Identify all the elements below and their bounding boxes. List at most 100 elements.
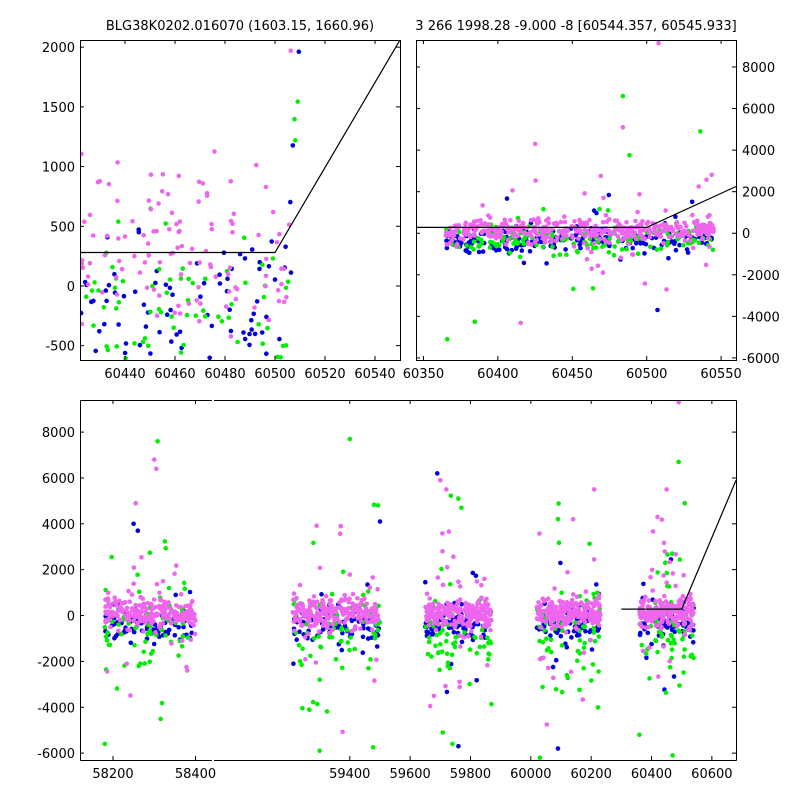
full-point <box>325 606 331 612</box>
zoom-point <box>101 305 107 310</box>
full-point <box>300 705 305 711</box>
full-point <box>129 592 135 597</box>
season-point <box>546 221 552 226</box>
full-point <box>423 604 428 610</box>
full-point <box>661 644 666 649</box>
full-point <box>583 629 588 634</box>
full-point <box>329 611 335 616</box>
season-point <box>622 236 627 241</box>
full-point <box>369 635 374 640</box>
full-point <box>476 601 482 606</box>
full-point <box>312 623 317 628</box>
zoom-point <box>163 282 169 288</box>
full-point <box>367 614 373 619</box>
full-point <box>548 633 553 638</box>
season-point <box>468 234 473 240</box>
full-point <box>465 620 471 626</box>
zoom-point <box>167 227 172 232</box>
zoom-point <box>225 271 231 277</box>
full-point <box>424 591 430 597</box>
season-point <box>682 220 687 226</box>
season-ytick-label: -6000 <box>742 352 780 367</box>
zoom-point <box>145 241 151 246</box>
full-point <box>486 651 492 656</box>
full-point <box>689 612 695 618</box>
full-point <box>318 644 323 649</box>
full-xtick-label: 60400 <box>631 767 672 782</box>
full-point <box>563 621 568 627</box>
full-point <box>311 602 316 608</box>
season-point <box>488 226 494 232</box>
season-point <box>515 233 520 239</box>
season-point <box>635 209 640 215</box>
zoom-point <box>265 325 270 331</box>
full-point <box>353 624 358 629</box>
zoom-point <box>225 276 230 282</box>
zoom-point <box>148 351 153 356</box>
season-point <box>507 250 513 255</box>
full-point <box>104 638 110 643</box>
full-point <box>461 634 467 640</box>
full-point <box>152 457 157 462</box>
zoom-xtick-label: 60520 <box>304 367 345 382</box>
full-point <box>455 599 461 604</box>
full-point <box>350 601 355 606</box>
panel-full-frame <box>80 400 737 761</box>
full-point <box>445 660 451 665</box>
full-point <box>447 581 453 587</box>
full-point <box>325 614 330 619</box>
full-point <box>360 634 366 640</box>
full-point <box>102 741 108 747</box>
season-point <box>581 240 587 246</box>
zoom-point <box>217 281 223 286</box>
full-ytick-label: 0 <box>67 610 75 625</box>
full-point <box>682 500 687 506</box>
full-point <box>339 597 344 602</box>
full-point <box>471 622 477 627</box>
full-point <box>549 617 554 623</box>
season-point <box>642 251 647 256</box>
full-point <box>339 647 345 653</box>
full-point <box>352 646 358 652</box>
full-point <box>431 693 437 699</box>
season-point <box>635 251 641 256</box>
season-point <box>560 231 565 237</box>
full-point <box>133 626 138 631</box>
season-point <box>498 230 503 236</box>
full-point <box>155 439 160 444</box>
full-point <box>659 632 665 638</box>
zoom-point <box>146 343 151 349</box>
full-point <box>440 549 445 554</box>
season-point <box>521 230 527 236</box>
season-point <box>692 238 698 243</box>
season-point <box>564 233 569 238</box>
full-point <box>128 693 133 698</box>
zoom-point <box>209 227 215 232</box>
season-point <box>690 212 695 218</box>
season-point <box>688 238 693 243</box>
full-point <box>546 646 551 651</box>
season-point <box>611 252 617 258</box>
season-point <box>657 232 662 238</box>
full-point <box>647 676 652 681</box>
full-point <box>189 610 195 616</box>
full-point <box>648 574 653 580</box>
full-point <box>589 608 595 613</box>
zoom-point <box>290 143 296 148</box>
zoom-point <box>254 299 260 304</box>
full-point <box>573 620 578 625</box>
full-point <box>358 601 364 606</box>
full-point <box>458 607 464 613</box>
season-point <box>590 286 596 291</box>
full-point <box>476 615 482 620</box>
season-point <box>516 240 521 245</box>
season-point <box>498 235 503 240</box>
zoom-point <box>275 288 281 293</box>
full-point <box>576 620 581 626</box>
full-ytick-label: 2000 <box>42 564 75 579</box>
full-point <box>107 642 113 648</box>
full-point <box>479 627 485 633</box>
zoom-point <box>261 294 267 300</box>
full-point <box>655 614 660 620</box>
season-point <box>600 228 605 233</box>
